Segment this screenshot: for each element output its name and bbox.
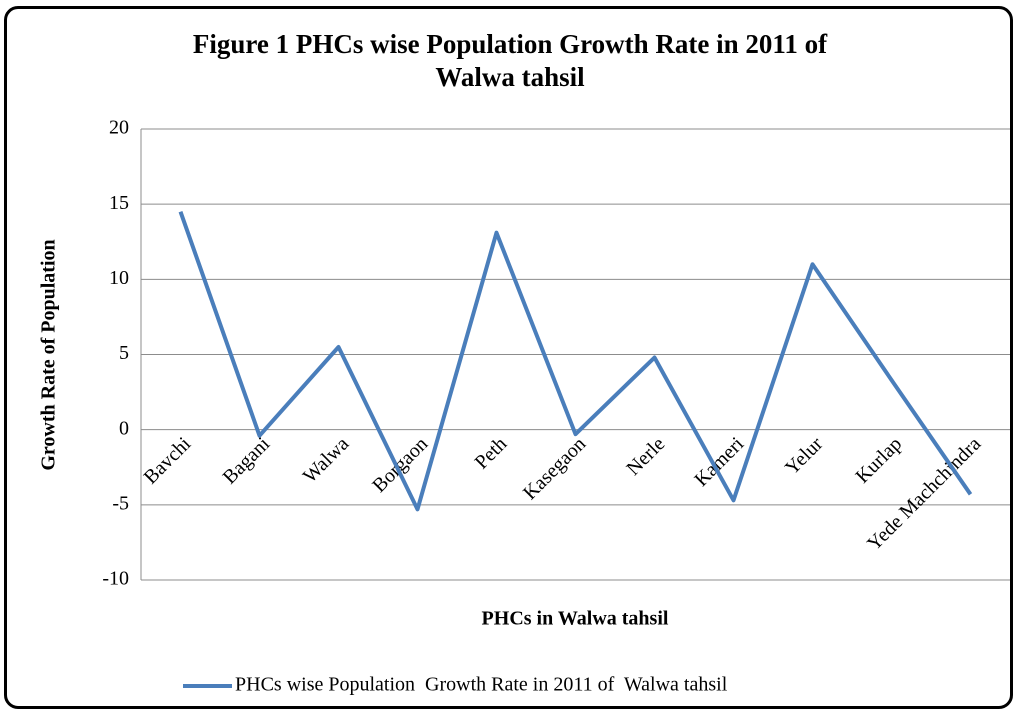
x-tick-label: Kasegaon <box>519 433 590 504</box>
chart-title: Figure 1 PHCs wise Population Growth Rat… <box>192 29 828 92</box>
y-tick-label: 10 <box>109 267 129 289</box>
x-axis-label: PHCs in Walwa tahsil <box>482 608 669 630</box>
x-tick-label: Yelur <box>781 433 828 480</box>
x-tick-label: Bavchi <box>140 433 196 489</box>
y-tick-label: -10 <box>102 568 129 590</box>
chart-frame <box>4 6 1013 709</box>
x-tick-label: Bagani <box>219 433 275 489</box>
y-tick-label: 15 <box>109 192 129 214</box>
y-tick-label: 0 <box>119 417 129 439</box>
y-tick-label: 5 <box>119 342 129 364</box>
x-tick-label: Walwa <box>299 433 354 488</box>
y-tick-label: 20 <box>109 117 129 139</box>
x-tick-label: Nerle <box>622 433 669 480</box>
series-line <box>178 211 973 512</box>
x-tick-label: Kurlap <box>851 433 906 488</box>
y-axis-label: Growth Rate of Population <box>38 239 60 470</box>
x-tick-label: Peth <box>471 433 512 474</box>
y-tick-label: -5 <box>112 492 129 514</box>
legend-label: PHCs wise Population Growth Rate in 2011… <box>235 674 728 696</box>
